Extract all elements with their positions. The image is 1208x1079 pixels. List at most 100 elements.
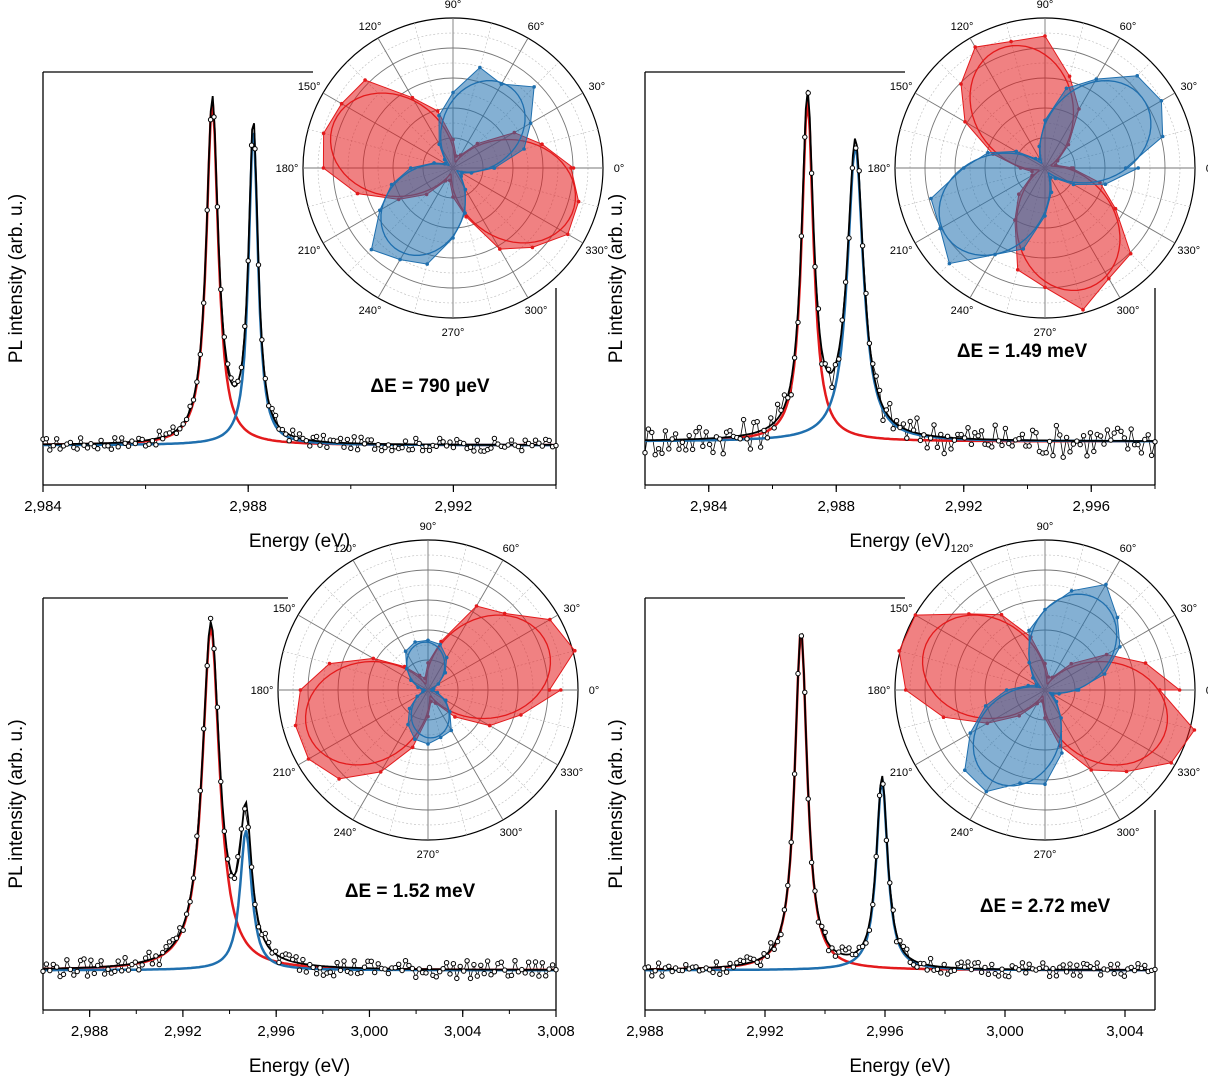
data-point [1016,436,1022,442]
data-point [156,961,163,968]
polar-point [406,722,410,727]
data-point [798,233,805,239]
data-point [723,969,730,975]
data-point [252,901,258,908]
data-point [757,444,764,450]
data-point [927,435,934,441]
data-point [409,965,416,972]
data-point [474,437,480,443]
polar-point [519,713,523,717]
data-point [344,436,351,443]
polar-point [413,737,417,741]
polar-angle-label: 240° [334,827,357,839]
polar-point [540,142,544,146]
data-point [669,436,675,442]
polar-point [968,731,973,735]
data-point [897,424,903,431]
polar-angle-label: 240° [359,305,382,317]
total-fit-line [645,632,1155,971]
data-point [266,403,272,409]
data-point [914,964,920,970]
data-point [1111,430,1117,436]
data-point [443,960,450,966]
data-point [231,875,238,881]
data-point [471,961,477,968]
data-point [334,959,340,966]
polar-point [530,245,535,250]
polar-point [1043,214,1047,218]
data-point [873,373,879,379]
data-point [382,966,388,972]
data-point [921,432,927,438]
polar-point [321,166,326,170]
data-point [1108,961,1114,968]
data-point [529,442,535,449]
x-tick-label: 2,988 [817,498,855,515]
data-point [703,429,709,435]
data-point [54,436,60,442]
data-point [1135,441,1141,448]
data-point [720,451,726,457]
data-point [238,826,245,832]
data-point [536,440,542,446]
data-point [968,966,975,973]
data-point [211,646,217,652]
data-point [720,966,726,972]
data-point [98,958,104,964]
data-point [774,401,781,407]
data-point [768,940,774,946]
chart-panel-4: 2,988 2,992 2,996 3,000 3,004 Energy (eV) PL i… [606,521,1208,1077]
data-point [43,961,50,967]
peak2-fit-line [43,830,556,972]
data-point [1046,973,1053,980]
polar-point [559,688,563,692]
data-point [791,771,798,777]
data-point [262,375,268,382]
total-fit-line [43,621,557,971]
polar-inset: 0° 30° 60° 90° 120° 150° 180° 210° 240° 270° 300° 3… [868,521,1208,861]
data-point [320,432,327,439]
data-point [679,439,686,445]
x-axis-label: Energy (eV) [249,1056,350,1077]
data-point [679,967,686,974]
polar-point [1136,166,1140,170]
polar-point [986,150,990,155]
polar-point [1071,182,1076,187]
polar-point [973,45,977,49]
data-point [423,443,429,450]
data-point [727,960,733,967]
data-point [968,441,975,447]
polar-point [1060,751,1064,755]
data-point [863,290,869,297]
data-point [262,930,268,937]
x-tick-label: 2,996 [1072,498,1110,515]
data-point [204,663,210,669]
data-point [825,947,832,954]
data-point [108,446,115,452]
polar-point [438,735,443,740]
polar-point [435,109,440,113]
data-point [454,975,460,982]
data-point [1046,438,1053,445]
y-axis-label: PL intensity (arb. u.) [6,719,27,888]
data-point [751,956,757,962]
polar-angle-label: 60° [503,543,520,555]
x-tick-label: 2,984 [690,498,728,515]
data-point [1009,443,1015,449]
data-point [324,444,330,450]
polar-point [410,745,415,750]
data-point [437,435,443,442]
data-point [846,945,852,951]
polar-point [413,640,417,644]
polar-point [321,131,326,136]
data-point [238,364,245,371]
polar-point [327,661,332,666]
data-point [67,439,74,446]
delta-e-label: ΔE = 1.49 meV [957,341,1088,362]
data-point [532,437,539,443]
data-point [1070,441,1077,447]
data-point [283,431,289,437]
data-point [1006,973,1012,980]
data-point [1033,430,1039,436]
data-point [700,443,706,449]
